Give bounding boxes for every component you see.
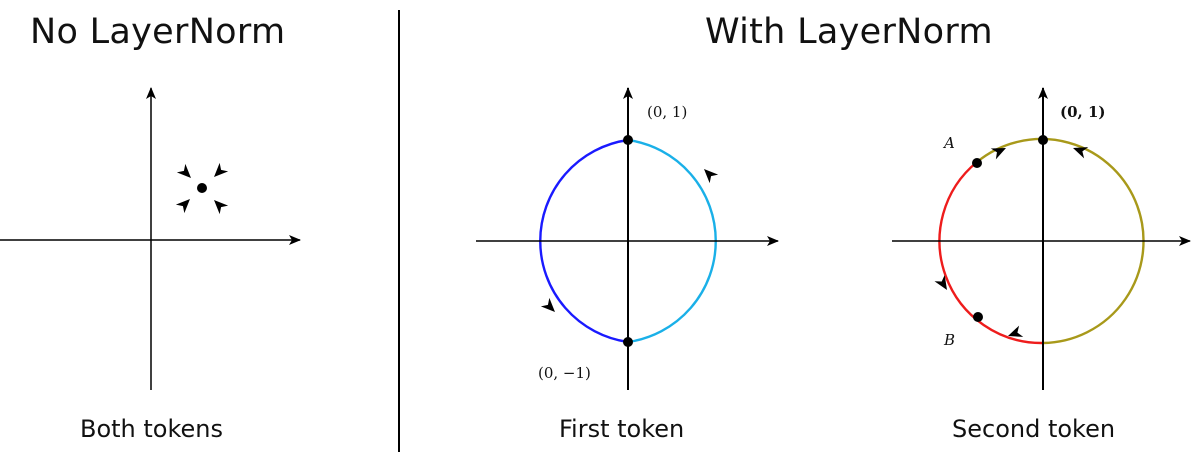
panel-second-token: (0, 1) A B: [892, 87, 1191, 390]
label-top-point: (0, 1): [1060, 103, 1106, 121]
flow-arrow-icon: [934, 274, 947, 290]
flow-arrow-icon: [704, 169, 719, 184]
flow-arrow-icon: [1008, 325, 1024, 337]
point-a: [972, 158, 982, 168]
label-point-a: A: [942, 134, 955, 152]
converging-arrow-icon: [175, 199, 190, 214]
converging-arrow-icon: [214, 200, 229, 215]
heading-no-layernorm: No LayerNorm: [30, 12, 286, 52]
arc-olive: [976, 137, 1145, 345]
converging-arrow-icon: [176, 163, 191, 178]
caption-second-token: Second token: [952, 415, 1116, 443]
converging-arrow-icon: [214, 162, 229, 177]
panel-first-token: (0, 1) (0, −1): [476, 87, 779, 390]
point-b: [973, 312, 983, 322]
heading-with-layernorm: With LayerNorm: [705, 12, 993, 52]
caption-first-token: First token: [559, 415, 685, 443]
point-top: [623, 135, 633, 145]
flow-arrow-icon: [1073, 147, 1089, 159]
label-bottom-point: (0, −1): [538, 364, 591, 382]
caption-both-tokens: Both tokens: [80, 415, 224, 443]
point-top: [1038, 135, 1048, 145]
convergence-point: [197, 183, 207, 193]
flow-arrow-icon: [540, 297, 555, 312]
arc-red: [938, 161, 1044, 345]
flow-arrow-icon: [990, 148, 1006, 160]
panel-no-layernorm: [0, 87, 301, 390]
point-bottom: [623, 337, 633, 347]
label-point-b: B: [943, 331, 955, 349]
label-top-point: (0, 1): [647, 103, 687, 121]
